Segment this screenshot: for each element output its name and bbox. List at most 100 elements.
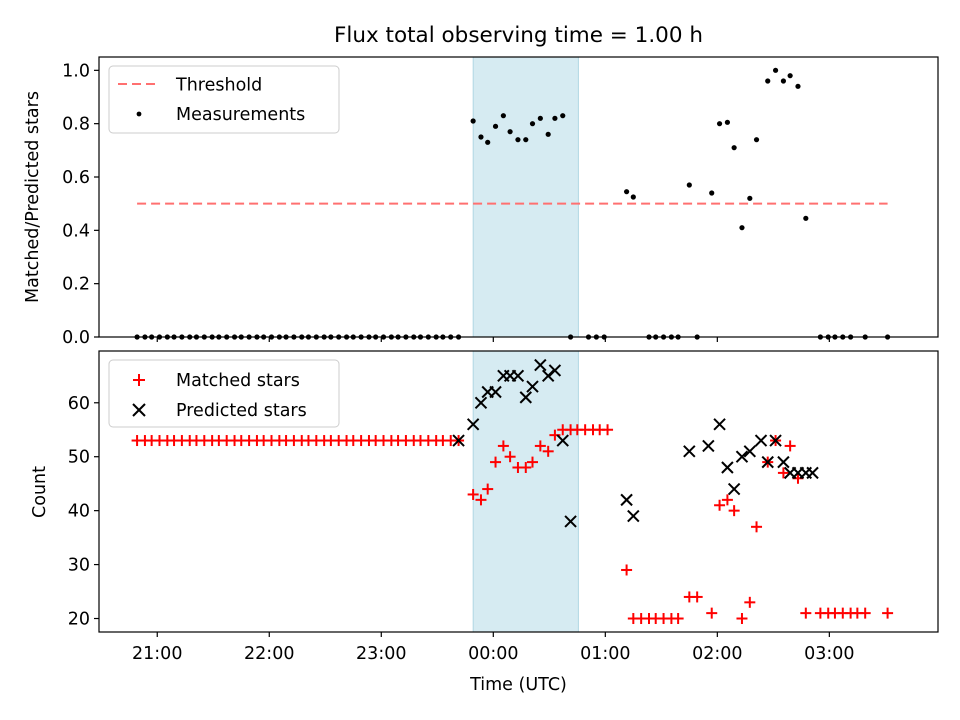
measurement-point	[552, 115, 558, 121]
measurement-point	[795, 83, 801, 89]
predicted-star-marker	[721, 461, 734, 474]
x-tick-label: 22:00	[244, 644, 294, 664]
marker-stroke	[511, 369, 525, 383]
marker-stroke	[548, 364, 562, 377]
y-tick-label: 60	[68, 394, 90, 414]
predicted-star-marker	[727, 482, 741, 496]
measurement-point	[500, 113, 506, 119]
count-panel-frame	[98, 350, 939, 633]
measurement-point	[716, 121, 723, 127]
measurement-point	[709, 190, 715, 196]
predicted-star-marker	[519, 391, 532, 404]
count-panel-legend: Matched stars Predicted stars	[108, 359, 340, 428]
measurement-point	[765, 78, 771, 84]
matched-star-marker	[602, 424, 614, 436]
matched-star-marker	[542, 445, 554, 457]
x-tick-label: 01:00	[580, 644, 630, 664]
chart-title: Flux total observing time = 1.00 h	[334, 23, 703, 48]
matched-star-marker	[490, 456, 502, 468]
legend-box	[108, 65, 340, 134]
marker-stroke	[466, 418, 480, 431]
legend-measurements-label: Measurements	[176, 105, 305, 125]
marker-stroke	[526, 380, 539, 393]
y-tick-label: 40	[68, 502, 90, 522]
measurement-point	[560, 113, 566, 119]
measurement-point	[537, 115, 543, 121]
measurement-point	[780, 78, 787, 84]
marker-stroke	[474, 396, 488, 409]
matched-star-marker	[520, 461, 532, 473]
count-panel-x-ticks: 21:00 22:00 23:00 00:00 01:00 02:00 03:00	[132, 632, 855, 664]
ratio-panel-legend: Threshold Measurements	[108, 65, 340, 134]
matched-star-marker	[777, 467, 789, 479]
matched-star-marker	[467, 488, 479, 500]
measurement-point	[523, 137, 529, 143]
matched-star-marker	[736, 613, 748, 625]
y-tick-label: 0.0	[62, 328, 90, 348]
predicted-star-marker	[743, 445, 757, 458]
matched-star-marker	[504, 451, 516, 463]
measurement-point	[630, 194, 636, 200]
predicted-star-marker	[564, 515, 577, 528]
marker-stroke	[627, 509, 640, 523]
marker-stroke	[702, 439, 715, 453]
count-panel-y-axis: 20 30 40 50 60	[68, 394, 99, 630]
y-tick-label: 50	[68, 448, 90, 468]
legend-matched-swatch	[133, 374, 145, 386]
x-tick-label: 03:00	[804, 644, 854, 664]
measurement-point	[545, 131, 551, 137]
x-tick-label: 21:00	[132, 644, 182, 664]
matched-star-marker	[714, 499, 726, 511]
predicted-star-marker	[683, 445, 696, 458]
matched-star-marker	[482, 483, 494, 495]
marker-stroke	[564, 515, 577, 528]
ratio-panel-y-axis: 0.0 0.2 0.4 0.6 0.8 1.0	[62, 61, 99, 348]
marker-stroke	[754, 434, 768, 447]
legend-predicted-label: Predicted stars	[176, 401, 307, 421]
marker-stroke	[556, 434, 569, 447]
legend-box	[108, 359, 340, 428]
marker-stroke	[519, 391, 532, 404]
predicted-star-marker	[777, 455, 790, 469]
matched-star-marker	[475, 494, 487, 506]
ratio-panel-frame	[98, 56, 939, 338]
matched-star-markers	[131, 424, 894, 625]
shaded-span-rect	[472, 56, 579, 338]
predicted-star-marker	[761, 455, 774, 469]
legend-matched-label: Matched stars	[176, 371, 300, 391]
measurement-point	[803, 215, 809, 221]
ratio-panel-ylabel: Matched/Predicted stars	[23, 91, 43, 303]
marker-stroke	[743, 445, 757, 458]
marker-stroke	[452, 434, 465, 447]
marker-stroke	[735, 450, 749, 463]
marker-stroke	[806, 466, 819, 480]
matched-star-marker	[534, 440, 546, 452]
legend-threshold-label: Threshold	[175, 76, 262, 96]
measurement-point	[753, 137, 760, 143]
matched-star-marker	[706, 607, 718, 619]
matched-star-marker	[527, 456, 539, 468]
matched-star-marker	[882, 607, 894, 619]
measurement-point	[787, 73, 793, 79]
y-tick-label: 1.0	[62, 61, 90, 81]
measurement-point	[507, 129, 513, 135]
ratio-panel: 0.0 0.2 0.4 0.6 0.8 1.0 Matched/Predicted sta…	[23, 56, 939, 348]
marker-stroke	[761, 455, 774, 469]
predicted-star-markers	[452, 358, 819, 528]
matched-star-marker	[744, 596, 756, 608]
legend-predicted-swatch	[132, 403, 146, 417]
count-panel: 20 30 40 50 60 21:00 22:00 23:00 00:00 01:00 02:0…	[30, 350, 939, 664]
marker-stroke	[534, 358, 547, 372]
measurement-point	[485, 139, 491, 145]
predicted-star-marker	[466, 418, 480, 431]
predicted-star-marker	[452, 434, 465, 447]
predicted-star-marker	[769, 434, 782, 447]
legend-measurements-swatch	[136, 111, 142, 117]
predicted-star-marker	[702, 439, 715, 453]
marker-stroke	[489, 385, 502, 399]
measurement-point	[739, 225, 745, 231]
matched-star-marker	[497, 440, 509, 452]
predicted-star-marker	[526, 380, 539, 393]
y-tick-label: 30	[68, 556, 90, 576]
